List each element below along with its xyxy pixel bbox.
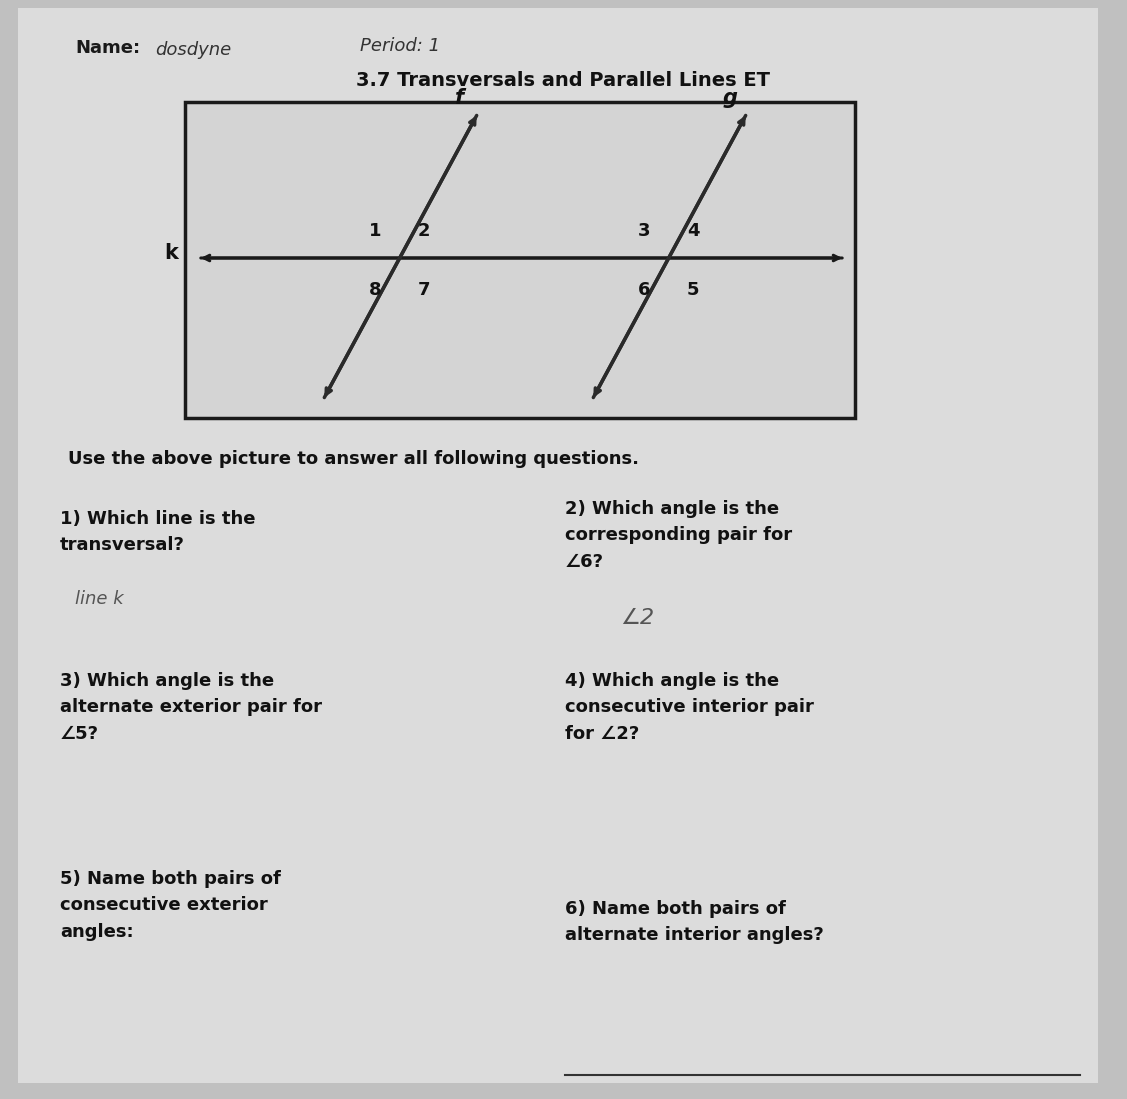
Text: 3: 3 xyxy=(638,222,650,240)
FancyBboxPatch shape xyxy=(185,102,855,418)
Text: 5) Name both pairs of
consecutive exterior
angles:: 5) Name both pairs of consecutive exteri… xyxy=(60,870,281,941)
Text: Period: 1: Period: 1 xyxy=(360,37,441,55)
FancyBboxPatch shape xyxy=(18,8,1098,1083)
Text: 5: 5 xyxy=(686,281,699,299)
Text: line k: line k xyxy=(76,590,124,608)
Text: ∠2: ∠2 xyxy=(620,608,654,628)
Text: 4: 4 xyxy=(686,222,699,240)
Text: g: g xyxy=(722,88,737,108)
Text: 1: 1 xyxy=(370,222,382,240)
Text: 3.7 Transversals and Parallel Lines ET: 3.7 Transversals and Parallel Lines ET xyxy=(356,70,770,89)
Text: 8: 8 xyxy=(369,281,382,299)
Text: 2) Which angle is the
corresponding pair for
∠6?: 2) Which angle is the corresponding pair… xyxy=(565,500,792,570)
Text: 6: 6 xyxy=(638,281,650,299)
Text: 3) Which angle is the
alternate exterior pair for
∠5?: 3) Which angle is the alternate exterior… xyxy=(60,671,322,743)
Text: 2: 2 xyxy=(418,222,431,240)
Text: Name:: Name: xyxy=(76,38,140,57)
Text: 7: 7 xyxy=(418,281,431,299)
Text: dosdyne: dosdyne xyxy=(156,41,231,59)
Text: 6) Name both pairs of
alternate interior angles?: 6) Name both pairs of alternate interior… xyxy=(565,900,824,944)
Text: k: k xyxy=(165,243,178,263)
Text: Use the above picture to answer all following questions.: Use the above picture to answer all foll… xyxy=(68,449,639,468)
Text: 1) Which line is the
transversal?: 1) Which line is the transversal? xyxy=(60,510,256,554)
Text: f: f xyxy=(455,88,464,108)
Text: 4) Which angle is the
consecutive interior pair
for ∠2?: 4) Which angle is the consecutive interi… xyxy=(565,671,814,743)
